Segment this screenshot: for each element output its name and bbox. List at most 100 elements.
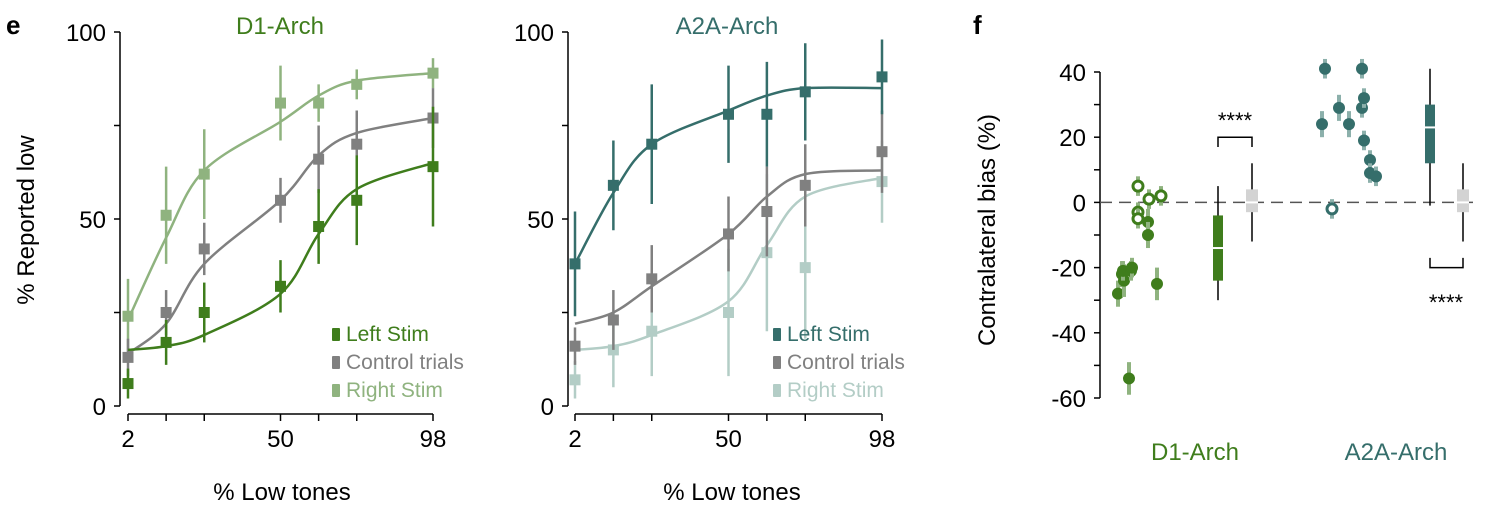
significance-label-a2a: **** bbox=[1429, 290, 1464, 315]
contralateral-bias-chart: Contralateral bias (%) D1-Arch A2A-Arch … bbox=[974, 58, 1480, 466]
data-point bbox=[569, 374, 581, 386]
y-tick-label: 20 bbox=[1059, 125, 1086, 152]
bias-point bbox=[1358, 134, 1370, 147]
y-axis-label: Contralateral bias (%) bbox=[974, 114, 1001, 346]
data-point bbox=[646, 325, 658, 337]
x-tick-label: 50 bbox=[267, 426, 294, 453]
chart-title: A2A-Arch bbox=[676, 13, 779, 40]
y-tick-label: 50 bbox=[527, 207, 554, 234]
y-tick-label: 0 bbox=[1073, 190, 1086, 217]
bias-point-open bbox=[1142, 192, 1156, 206]
legend-label: Right Stim bbox=[346, 379, 443, 402]
control-box bbox=[1457, 189, 1469, 213]
legend-label: Control trials bbox=[346, 351, 464, 374]
panel-label-f: f bbox=[973, 10, 982, 40]
data-point bbox=[122, 310, 134, 322]
series-right-stim bbox=[122, 58, 439, 354]
data-point bbox=[427, 161, 439, 173]
data-point bbox=[646, 273, 658, 285]
legend-swatch bbox=[332, 384, 340, 397]
data-point bbox=[799, 86, 811, 98]
category-label-d1-arch: D1-Arch bbox=[1151, 439, 1239, 466]
data-point bbox=[723, 307, 734, 318]
legend-label: Left Stim bbox=[787, 323, 870, 346]
x-axis-label: % Low tones bbox=[213, 479, 350, 506]
bias-point bbox=[1126, 261, 1138, 274]
data-point bbox=[646, 138, 658, 150]
data-point bbox=[275, 280, 286, 292]
data-point bbox=[122, 378, 134, 390]
data-point bbox=[198, 168, 210, 180]
data-point bbox=[723, 108, 734, 120]
legend-label: Right Stim bbox=[787, 379, 884, 402]
d1-arch-psychometric-chart: D1-Arch % Reported low % Low tones 0 50 10… bbox=[13, 13, 464, 506]
chart-title: D1-Arch bbox=[236, 13, 324, 40]
x-tick-label: 98 bbox=[420, 426, 447, 453]
x-tick-label: 50 bbox=[715, 426, 742, 453]
data-point bbox=[607, 314, 619, 326]
x-tick-label: 2 bbox=[568, 426, 581, 453]
legend-label: Control trials bbox=[787, 351, 905, 374]
legend-swatch bbox=[773, 356, 781, 369]
bias-point bbox=[1316, 118, 1328, 131]
summary-box bbox=[1425, 104, 1435, 164]
y-tick-label: 100 bbox=[66, 20, 106, 47]
data-point bbox=[569, 340, 581, 352]
x-axis-label: % Low tones bbox=[663, 479, 800, 506]
data-point bbox=[351, 78, 363, 90]
data-point bbox=[160, 336, 172, 348]
legend-swatch bbox=[773, 384, 781, 397]
bias-point bbox=[1142, 229, 1154, 241]
bias-point-open bbox=[1154, 189, 1168, 203]
control-box bbox=[1246, 189, 1258, 213]
y-tick-label: 0 bbox=[93, 394, 106, 421]
data-point bbox=[723, 228, 734, 240]
data-point bbox=[427, 67, 439, 79]
bias-point bbox=[1343, 118, 1355, 131]
y-tick-label: -20 bbox=[1051, 256, 1086, 283]
data-point bbox=[198, 307, 210, 318]
data-point bbox=[275, 97, 286, 109]
legend-swatch bbox=[773, 328, 781, 341]
data-point bbox=[761, 108, 773, 120]
bias-point bbox=[1123, 372, 1135, 385]
data-point bbox=[569, 258, 581, 270]
bias-point bbox=[1319, 62, 1331, 75]
data-point bbox=[351, 194, 363, 206]
bias-point bbox=[1151, 277, 1163, 290]
data-point bbox=[313, 153, 325, 165]
data-point bbox=[607, 179, 619, 191]
bias-point-open bbox=[1131, 212, 1145, 226]
bias-point bbox=[1370, 170, 1382, 183]
y-tick-label: 100 bbox=[514, 20, 554, 47]
fit-curve bbox=[127, 116, 434, 355]
data-point bbox=[198, 243, 210, 255]
significance-bracket-a2a bbox=[1429, 257, 1464, 269]
bias-point bbox=[1356, 62, 1368, 75]
bias-point bbox=[1358, 92, 1370, 105]
x-tick-label: 2 bbox=[121, 426, 134, 453]
data-point bbox=[313, 97, 325, 109]
series-left-stim bbox=[122, 106, 439, 399]
data-point bbox=[160, 307, 172, 318]
group-d1-arch bbox=[1112, 163, 1258, 395]
y-tick-label: -40 bbox=[1051, 321, 1086, 348]
bias-point-open bbox=[1131, 179, 1145, 193]
y-axis-label: % Reported low bbox=[13, 135, 40, 305]
data-point bbox=[351, 138, 363, 150]
panel-label-e: e bbox=[6, 10, 20, 40]
data-point bbox=[122, 351, 134, 363]
data-point bbox=[160, 209, 172, 221]
x-tick-label: 98 bbox=[869, 426, 896, 453]
data-point bbox=[761, 206, 773, 218]
data-point bbox=[876, 146, 888, 158]
series-left-stim bbox=[569, 39, 888, 317]
y-tick-label: -60 bbox=[1051, 386, 1086, 413]
significance-bracket-d1 bbox=[1217, 136, 1253, 147]
bias-point bbox=[1333, 101, 1345, 114]
data-point bbox=[799, 262, 811, 274]
y-tick-label: 50 bbox=[79, 207, 106, 234]
y-tick-label: 40 bbox=[1059, 60, 1086, 87]
y-tick-label: 0 bbox=[541, 394, 554, 421]
